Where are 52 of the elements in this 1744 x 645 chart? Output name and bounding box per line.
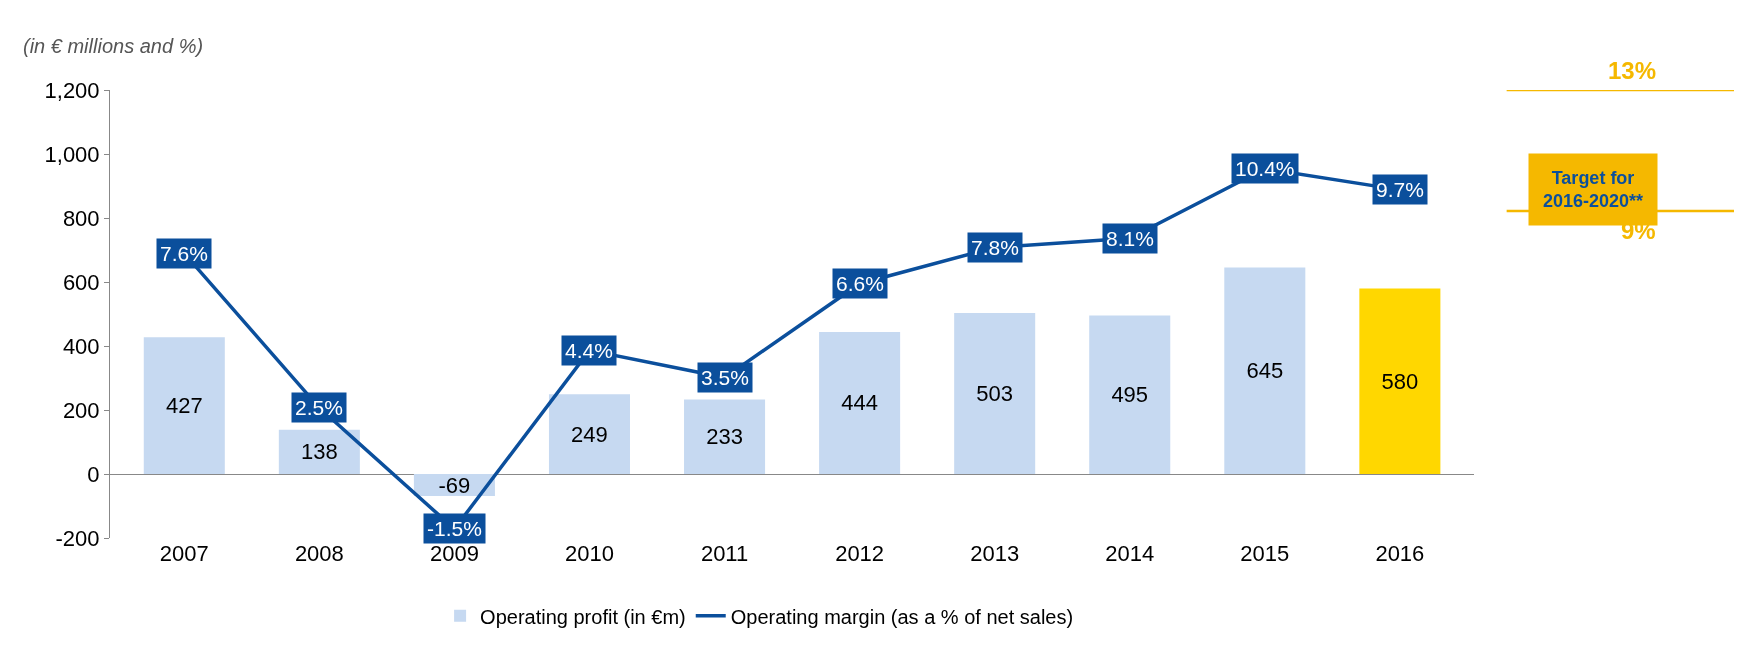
x-tick-label: 2008	[294, 541, 344, 566]
y-tick-label: 400	[62, 333, 100, 359]
legend-label: Operating profit (in €m)	[480, 605, 686, 628]
data-label: 444	[841, 390, 878, 416]
bar	[548, 394, 630, 474]
data-label: 580	[1381, 368, 1419, 394]
bar	[819, 331, 901, 474]
y-tick-label: -200	[55, 525, 100, 551]
data-label: 138	[300, 439, 338, 465]
chart-subtitle: (in € millions and %)	[23, 35, 204, 57]
y-tick-label: 600	[62, 269, 100, 295]
data-label: 427	[165, 393, 203, 419]
y-tick-label: 800	[62, 205, 100, 231]
bar	[143, 337, 225, 474]
bar	[684, 399, 766, 474]
x-tick-label: 2013	[970, 541, 1020, 566]
x-tick-label: 2015	[1240, 541, 1290, 566]
data-label: 7.8%	[971, 236, 1019, 259]
data-label: 249	[571, 421, 608, 447]
data-label: 3.5%	[701, 366, 749, 389]
x-tick-label: 2011	[700, 541, 749, 566]
data-label: 6.6%	[836, 272, 884, 295]
x-tick-label: 2010	[565, 541, 614, 566]
bar	[278, 429, 360, 474]
y-tick-label: 0	[87, 461, 100, 487]
data-label: 645	[1246, 358, 1284, 384]
data-label: 495	[1111, 382, 1149, 408]
x-tick-label: 2014	[1105, 541, 1155, 566]
text: Target for 2016-2020**	[1543, 168, 1644, 212]
data-label: 503	[976, 381, 1014, 407]
bar	[1224, 267, 1306, 474]
data-label: 8.1%	[1106, 227, 1154, 250]
y-tick-label: 1,000	[44, 141, 100, 167]
x-tick-label: 2009	[429, 541, 479, 566]
data-label: 233	[706, 424, 743, 450]
y-tick-label: 1,200	[44, 77, 100, 103]
ref-line-label: 13%	[1608, 57, 1657, 84]
data-label: 9.7%	[1376, 178, 1424, 201]
x-tick-label: 2016	[1375, 541, 1425, 566]
data-label: 4.4%	[565, 339, 613, 362]
x-tick-label: 2007	[159, 541, 209, 566]
data-label: 10.4%	[1235, 157, 1295, 180]
data-label: 2.5%	[295, 396, 343, 419]
data-label: -1.5%	[427, 517, 482, 540]
x-tick-label: 2012	[835, 541, 885, 566]
bar	[954, 313, 1036, 474]
data-label: -69	[438, 472, 471, 498]
legend-label: Operating margin (as a % of net sales)	[730, 605, 1074, 628]
bar	[1359, 288, 1441, 474]
data-label: 7.6%	[160, 242, 208, 265]
bar	[1089, 315, 1171, 474]
y-tick-label: 200	[62, 397, 100, 423]
